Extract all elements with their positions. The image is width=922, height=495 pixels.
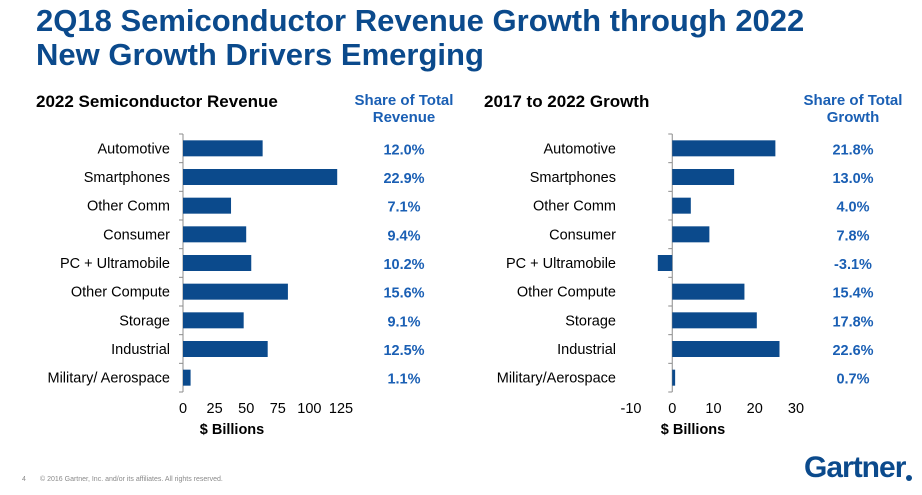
bar <box>183 226 247 243</box>
category-label: Consumer <box>103 227 170 243</box>
category-label: Smartphones <box>84 170 170 186</box>
bar <box>183 169 338 185</box>
x-tick-label: 50 <box>238 401 254 417</box>
x-tick-label: 0 <box>179 401 187 417</box>
logo-dot <box>906 475 912 481</box>
category-label: Military/ Aerospace <box>48 371 171 387</box>
share-value: 13.0% <box>832 171 873 187</box>
share-value: 0.7% <box>836 372 869 388</box>
bar <box>672 312 757 329</box>
category-label: Storage <box>119 313 170 329</box>
share-value: 9.1% <box>387 314 420 330</box>
right-share-header: Share of Total Growth <box>803 92 903 126</box>
category-label: Automotive <box>543 141 616 157</box>
revenue-chart: Automotive 12.0% Smartphones 22.9% Other Com… <box>48 133 425 438</box>
x-axis-label: $ Billions <box>200 422 264 438</box>
bar <box>183 369 191 386</box>
share-value: 12.5% <box>383 343 424 359</box>
x-tick-label: 100 <box>297 401 321 417</box>
share-value: 4.0% <box>836 200 869 216</box>
share-value: 7.1% <box>387 200 420 216</box>
bar <box>183 197 232 214</box>
category-label: PC + Ultramobile <box>60 256 170 272</box>
share-value: 21.8% <box>832 142 873 158</box>
share-value: 15.4% <box>832 286 873 302</box>
x-tick-label: 25 <box>207 401 223 417</box>
bar <box>672 140 776 157</box>
share-value: 17.8% <box>832 314 873 330</box>
share-value: 1.1% <box>387 372 420 388</box>
share-value: 15.6% <box>383 286 424 302</box>
x-tick-label: 30 <box>788 401 804 417</box>
share-value: 22.9% <box>383 171 424 187</box>
copyright-text: © 2016 Gartner, Inc. and/or its affiliat… <box>40 476 223 483</box>
bar <box>672 226 710 243</box>
gartner-logo: Gartner <box>804 451 906 484</box>
bar <box>183 255 252 271</box>
bar <box>657 255 673 271</box>
slide-title: 2Q18 Semiconductor Revenue Growth throug… <box>36 4 804 72</box>
category-label: Consumer <box>549 227 616 243</box>
bar <box>672 169 735 185</box>
x-tick-label: 20 <box>747 401 763 417</box>
title-line-1: 2Q18 Semiconductor Revenue Growth throug… <box>36 3 805 38</box>
bar <box>672 341 780 357</box>
category-label: Automotive <box>97 141 170 157</box>
title-line-2: New Growth Drivers Emerging <box>36 37 484 72</box>
bar <box>183 312 244 329</box>
share-value: 7.8% <box>836 228 869 244</box>
right-chart-title: 2017 to 2022 Growth <box>484 92 650 111</box>
left-share-header: Share of Total Revenue <box>354 92 454 126</box>
category-label: Other Comm <box>533 199 616 215</box>
x-tick-label: 75 <box>270 401 286 417</box>
page-number: 4 <box>22 476 26 483</box>
share-value: 12.0% <box>383 142 424 158</box>
bar <box>672 197 691 214</box>
share-value: 10.2% <box>383 257 424 273</box>
x-axis-label: $ Billions <box>661 422 725 438</box>
category-label: Storage <box>565 313 616 329</box>
category-label: Other Comm <box>87 199 170 215</box>
bar <box>672 369 676 386</box>
x-tick-label: 0 <box>668 401 676 417</box>
category-label: Military/Aerospace <box>497 371 616 387</box>
category-label: Smartphones <box>530 170 616 186</box>
share-value: -3.1% <box>834 257 872 273</box>
x-tick-label: -10 <box>621 401 642 417</box>
left-chart-title: 2022 Semiconductor Revenue <box>36 92 278 111</box>
category-label: PC + Ultramobile <box>506 256 616 272</box>
growth-chart: Automotive 21.8% Smartphones 13.0% Other Com… <box>497 133 874 438</box>
category-label: Industrial <box>111 342 170 358</box>
share-value: 9.4% <box>387 228 420 244</box>
share-value: 22.6% <box>832 343 873 359</box>
bar <box>672 283 745 300</box>
category-label: Other Compute <box>517 285 616 301</box>
bar <box>183 283 288 300</box>
bar <box>183 341 268 357</box>
x-tick-label: 10 <box>705 401 721 417</box>
category-label: Other Compute <box>71 285 170 301</box>
bar <box>183 140 263 157</box>
x-tick-label: 125 <box>329 401 353 417</box>
category-label: Industrial <box>557 342 616 358</box>
